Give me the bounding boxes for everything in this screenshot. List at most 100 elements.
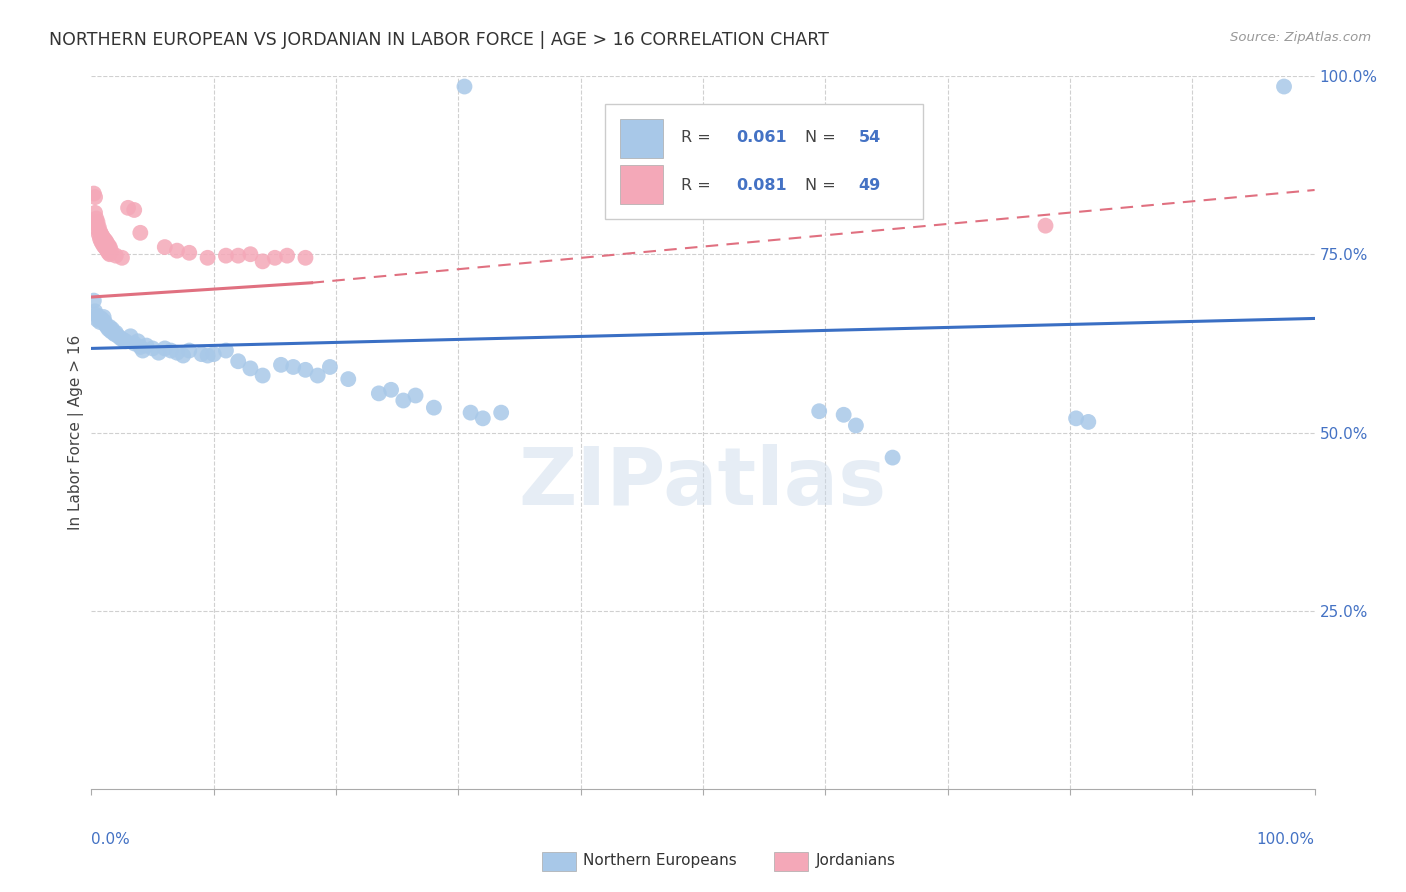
Point: [120, 329, 142, 343]
Text: Source: ZipAtlas.com: Source: ZipAtlas.com: [1230, 31, 1371, 45]
Point: [294, 363, 316, 377]
Point: [93, 310, 115, 324]
Point: [104, 326, 127, 340]
Point: [190, 347, 212, 361]
Point: [832, 408, 855, 422]
Point: [89, 315, 111, 329]
Point: [882, 450, 904, 465]
Text: NORTHERN EUROPEAN VS JORDANIAN IN LABOR FORCE | AGE > 16 CORRELATION CHART: NORTHERN EUROPEAN VS JORDANIAN IN LABOR …: [49, 31, 830, 49]
Point: [453, 79, 475, 94]
Point: [87, 227, 110, 242]
Point: [91, 313, 114, 327]
Text: R =: R =: [681, 178, 716, 193]
Point: [226, 249, 249, 263]
Point: [96, 236, 118, 251]
Point: [337, 372, 360, 386]
Point: [160, 343, 183, 358]
Point: [215, 249, 238, 263]
Point: [197, 349, 219, 363]
Point: [84, 206, 107, 220]
Bar: [773, 852, 808, 871]
Point: [111, 251, 134, 265]
Point: [294, 251, 316, 265]
Point: [122, 336, 145, 351]
Bar: [620, 165, 662, 204]
Point: [129, 226, 152, 240]
Point: [239, 247, 262, 261]
Point: [179, 343, 201, 358]
Point: [808, 404, 831, 418]
Point: [89, 224, 111, 238]
Point: [276, 249, 298, 263]
Point: [86, 215, 108, 229]
Point: [283, 359, 305, 374]
Point: [94, 318, 117, 333]
Point: [98, 247, 121, 261]
Point: [380, 383, 402, 397]
Point: [91, 229, 114, 244]
Point: [87, 310, 110, 324]
Point: [96, 244, 118, 258]
Point: [94, 235, 117, 249]
Point: [104, 327, 127, 342]
Point: [94, 242, 117, 256]
Text: Northern Europeans: Northern Europeans: [583, 854, 737, 868]
Point: [98, 240, 121, 254]
Point: [135, 338, 157, 352]
Point: [103, 326, 125, 340]
Point: [471, 411, 494, 425]
Point: [226, 354, 249, 368]
Point: [114, 334, 136, 349]
Point: [83, 293, 105, 308]
Point: [98, 320, 121, 334]
Point: [1272, 79, 1295, 94]
Point: [153, 240, 176, 254]
Point: [104, 249, 127, 263]
Point: [423, 401, 446, 415]
Point: [84, 308, 107, 322]
Point: [129, 340, 152, 354]
Text: 54: 54: [858, 130, 880, 145]
Point: [132, 343, 155, 358]
Point: [392, 393, 415, 408]
Point: [94, 315, 117, 329]
Point: [93, 231, 115, 245]
Point: [1077, 415, 1099, 429]
Bar: [620, 119, 662, 158]
Point: [319, 359, 342, 374]
Bar: [541, 852, 576, 871]
Point: [86, 222, 108, 236]
Point: [90, 227, 112, 242]
Point: [367, 386, 389, 401]
Point: [91, 236, 114, 251]
Point: [112, 333, 135, 347]
Bar: [605, 104, 924, 219]
Text: 0.081: 0.081: [735, 178, 786, 193]
Point: [264, 251, 287, 265]
Text: 100.0%: 100.0%: [1257, 832, 1315, 847]
Point: [84, 211, 107, 226]
Point: [117, 201, 139, 215]
Point: [148, 345, 170, 359]
Point: [84, 190, 107, 204]
Point: [252, 368, 274, 383]
Point: [110, 331, 132, 345]
Point: [83, 186, 105, 201]
Point: [141, 342, 163, 356]
Point: [84, 304, 107, 318]
Text: Jordanians: Jordanians: [815, 854, 896, 868]
Point: [84, 217, 107, 231]
Point: [86, 313, 108, 327]
Point: [96, 320, 118, 334]
Point: [166, 345, 188, 359]
Point: [215, 343, 238, 358]
Point: [166, 244, 188, 258]
Point: [1064, 411, 1087, 425]
Point: [97, 245, 120, 260]
Text: N =: N =: [804, 130, 841, 145]
Text: ZIPatlas: ZIPatlas: [519, 443, 887, 522]
Text: N =: N =: [804, 178, 841, 193]
Text: 0.0%: 0.0%: [91, 832, 131, 847]
Point: [307, 368, 329, 383]
Point: [1035, 219, 1057, 233]
